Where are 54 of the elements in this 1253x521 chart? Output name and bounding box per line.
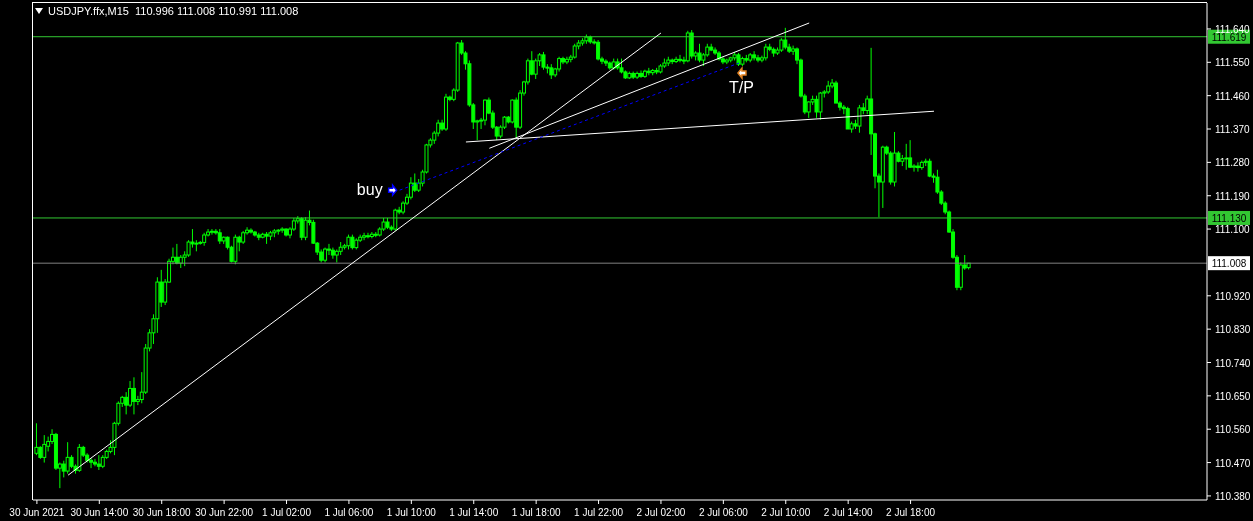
x-tick-label: 30 Jun 14:00 — [70, 507, 129, 518]
x-tick-label: 1 Jul 02:00 — [262, 507, 312, 518]
candlestick — [89, 457, 94, 469]
x-tick-label: 30 Jun 22:00 — [195, 507, 254, 518]
x-tick-label: 30 Jun 18:00 — [132, 507, 192, 518]
x-tick-label: 2 Jul 10:00 — [761, 507, 811, 518]
candlestick — [908, 139, 913, 169]
candlestick — [915, 161, 920, 173]
x-tick-label: 1 Jul 14:00 — [449, 507, 499, 518]
y-tick-label: 110.740 — [1215, 357, 1251, 369]
candlestick — [482, 98, 487, 126]
y-tick-label: 111.370 — [1215, 124, 1251, 136]
candlestick — [639, 69, 643, 79]
candlestick — [678, 54, 683, 63]
y-tick-label: 110.470 — [1215, 457, 1251, 469]
y-tick-label: 110.830 — [1215, 324, 1251, 336]
candlestick — [783, 27, 788, 50]
candlestick — [369, 231, 374, 239]
y-tick-label: 111.190 — [1215, 190, 1251, 202]
x-tick-label: 2 Jul 06:00 — [698, 507, 749, 518]
y-tick-label: 111.460 — [1215, 90, 1251, 102]
candlestick — [904, 143, 909, 171]
annotation: buy — [356, 181, 383, 199]
x-tick-label: 2 Jul 14:00 — [823, 507, 874, 518]
x-tick-label: 1 Jul 10:00 — [386, 507, 437, 518]
ref-line-label: 111.008 — [1211, 258, 1247, 270]
candlestick — [365, 232, 370, 239]
y-tick-label: 110.560 — [1215, 424, 1251, 436]
candlestick — [131, 376, 136, 415]
y-tick-label: 110.920 — [1215, 290, 1251, 302]
y-tick-label: 111.100 — [1215, 224, 1251, 236]
candlestick — [92, 458, 97, 467]
candlestick — [330, 247, 335, 260]
annotation: T/P — [728, 79, 754, 97]
candlestick — [34, 422, 39, 456]
candlestick — [689, 29, 694, 60]
candlestick — [510, 98, 515, 124]
ref-line-label: 111.130 — [1211, 212, 1247, 224]
x-tick-label: 2 Jul 02:00 — [636, 507, 686, 518]
candlestick — [674, 56, 679, 64]
x-tick-label: 1 Jul 22:00 — [574, 507, 624, 518]
candlestick — [362, 232, 367, 241]
x-tick-label: 1 Jul 18:00 — [511, 507, 562, 518]
y-tick-label: 110.650 — [1215, 390, 1251, 402]
x-tick-label: 1 Jul 06:00 — [324, 507, 374, 518]
candlestick — [96, 454, 101, 471]
candlestick — [124, 391, 129, 415]
y-tick-label: 110.380 — [1215, 490, 1251, 502]
candlestick — [248, 227, 253, 235]
y-tick-label: 111.280 — [1215, 157, 1251, 169]
x-tick-label: 30 Jun 2021 — [9, 507, 65, 518]
chart-title: USDJPY.ffx,M15 110.996 111.008 110.991 111.008 — [48, 5, 299, 17]
x-tick-label: 2 Jul 18:00 — [886, 507, 936, 518]
y-tick-label: 111.550 — [1215, 57, 1251, 69]
